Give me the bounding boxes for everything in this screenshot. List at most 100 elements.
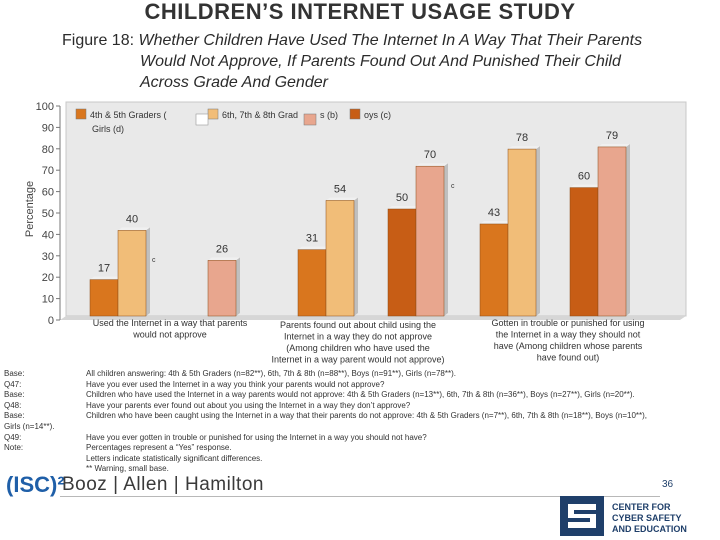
legend-label: 4th & 5th Graders (	[90, 110, 167, 120]
bar-top	[416, 163, 448, 167]
y-tick-label: 90	[42, 122, 54, 134]
figure-title-text-1: Whether Children Have Used The Internet …	[138, 32, 643, 49]
y-tick-label: 80	[42, 144, 54, 156]
legend-label: Girls (d)	[92, 124, 124, 134]
note-text: Have you ever used the Internet in a way…	[86, 379, 385, 389]
bar-side	[354, 197, 358, 316]
cscse-line1: CENTER FOR	[612, 502, 671, 512]
bar-top	[480, 220, 512, 224]
data-label: 31	[306, 233, 318, 245]
category-label: Parents found out about child using the	[280, 320, 436, 330]
bar	[207, 260, 237, 317]
figure-label-separator: :	[129, 32, 139, 49]
bar	[117, 230, 147, 317]
bar-side	[444, 163, 448, 316]
data-label: 54	[334, 183, 346, 195]
page-number: 36	[662, 479, 674, 490]
data-label: 78	[516, 132, 528, 144]
figure-title-line3: Across Grade And Gender	[140, 74, 328, 91]
note-key: Q49:	[4, 432, 22, 442]
category-label: have (Among children whose parents	[494, 341, 643, 351]
footer-divider	[60, 496, 660, 497]
y-tick-label: 20	[42, 272, 54, 284]
figure-label: Figure 18	[62, 32, 130, 49]
bar-top	[208, 257, 240, 261]
data-label: 70	[424, 149, 436, 161]
note-text: Children who have used the Internet in a…	[86, 390, 635, 400]
figure-title-line2: Would Not Approve, If Parents Found Out …	[140, 53, 621, 70]
note-text: Have your parents ever found out about y…	[86, 400, 411, 410]
bar-top	[388, 206, 420, 209]
bar	[569, 187, 599, 317]
y-tick-label: 70	[42, 165, 54, 177]
data-label: 26	[216, 243, 228, 255]
y-axis-label: Percentage	[24, 181, 36, 237]
category-label: Internet in a way they do not approve	[284, 332, 432, 342]
plot-floor	[60, 316, 686, 320]
y-tick-label: 60	[42, 187, 54, 199]
category-label: the Internet in a way they should not	[496, 330, 641, 340]
bar	[597, 146, 627, 317]
note-key: Base:	[4, 411, 25, 421]
bar	[387, 208, 417, 317]
bar-side	[598, 184, 602, 316]
note-key: Girls (n=14**).	[4, 422, 55, 431]
note-text: Percentages represent a “Yes” response.	[86, 443, 232, 453]
cscse-logo-text: CENTER FOR CYBER SAFETY AND EDUCATION	[612, 502, 687, 535]
note-key: Base:	[4, 369, 25, 378]
category-label: Gotten in trouble or punished for using	[491, 318, 644, 328]
bar-top	[570, 184, 602, 188]
cscse-logo-icon	[560, 496, 604, 536]
legend-swatch	[349, 108, 361, 120]
isc-logo: (ISC)²	[6, 472, 65, 497]
bar-side	[536, 146, 540, 316]
note-text: Children who have been caught using the …	[86, 411, 648, 421]
category-label: Used the Internet in a way that parents	[93, 318, 248, 328]
category-label: (Among children who have used the	[286, 343, 430, 353]
y-tick-label: 50	[42, 208, 54, 220]
legend-swatch	[207, 108, 219, 120]
note-key: Q47:	[4, 379, 22, 389]
data-label: 40	[126, 213, 138, 225]
note-text: ** Warning, small base.	[86, 464, 169, 474]
bar-side	[118, 276, 122, 316]
bar-side	[626, 143, 630, 316]
bar-top	[298, 246, 330, 250]
bar-side	[146, 227, 150, 316]
category-label: would not approve	[132, 330, 207, 340]
data-label: 79	[606, 130, 618, 142]
bar-top	[508, 146, 540, 150]
y-tick-label: 30	[42, 251, 54, 263]
legend-swatch	[75, 108, 87, 120]
legend-swatch	[303, 113, 317, 126]
legend-label: oys (c)	[364, 110, 391, 120]
bar	[325, 200, 355, 317]
note-text: Have you ever gotten in trouble or punis…	[86, 432, 427, 442]
bar	[415, 165, 445, 317]
data-label: 50	[396, 192, 408, 204]
note-key: Q48:	[4, 400, 22, 410]
cscse-line2: CYBER SAFETY	[612, 513, 682, 523]
figure-title-line1: Figure 18: Whether Children Have Used Th…	[62, 30, 642, 51]
cscse-line3: AND EDUCATION	[612, 524, 687, 534]
significance-mark: c	[451, 183, 455, 190]
significance-mark: c	[152, 257, 156, 264]
bar-side	[326, 246, 330, 316]
booz-allen-hamilton-logo: Booz | Allen | Hamilton	[62, 474, 264, 495]
plot-area	[65, 101, 687, 317]
data-label: 60	[578, 171, 590, 183]
bar-top	[326, 197, 358, 201]
legend-label: 6th, 7th & 8th Grad	[222, 110, 298, 120]
category-label: Internet in a way parent would not appro…	[271, 355, 444, 365]
y-tick-label: 100	[36, 101, 54, 113]
bar-side	[416, 206, 420, 316]
note-key: Base:	[4, 390, 25, 400]
y-tick-label: 0	[48, 315, 54, 327]
legend-swatch	[195, 113, 209, 126]
note-key: Note:	[4, 443, 24, 453]
y-tick-label: 40	[42, 229, 54, 241]
bar	[297, 249, 327, 317]
legend-label: s (b)	[320, 110, 338, 120]
bar	[507, 148, 537, 317]
note-text: All children answering: 4th & 5th Grader…	[86, 369, 456, 378]
